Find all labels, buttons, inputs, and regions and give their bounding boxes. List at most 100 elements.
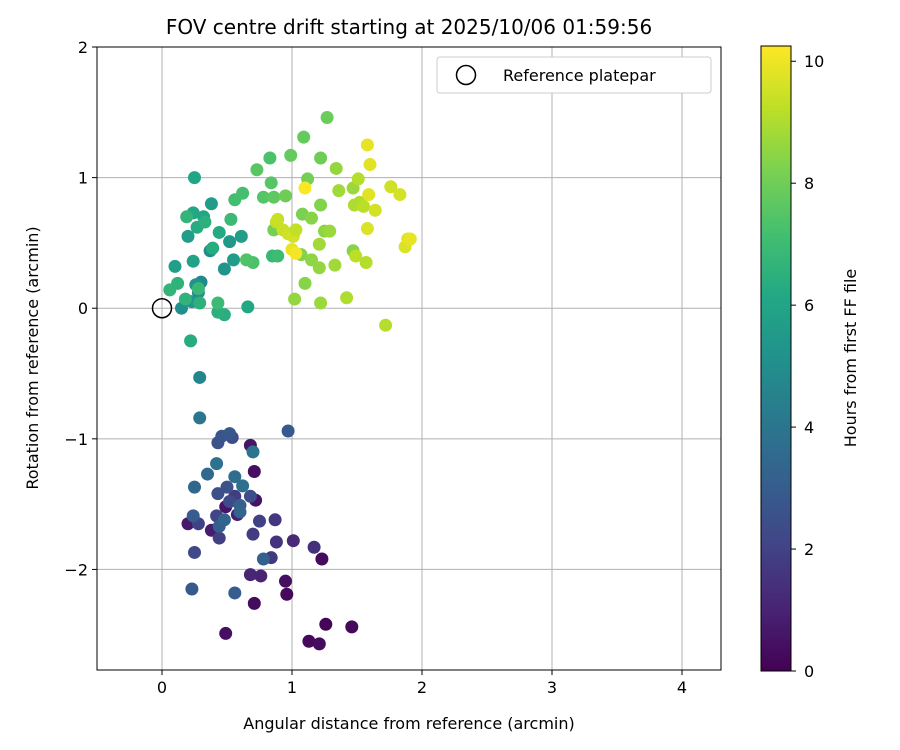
data-point bbox=[298, 276, 312, 290]
chart-title: FOV centre drift starting at 2025/10/06 … bbox=[166, 15, 652, 39]
data-point bbox=[286, 534, 300, 548]
data-point bbox=[184, 334, 198, 348]
data-point bbox=[212, 531, 226, 545]
data-point bbox=[328, 258, 342, 272]
data-point bbox=[363, 158, 377, 172]
data-point bbox=[269, 535, 283, 549]
colorbar-gradient bbox=[760, 45, 792, 672]
y-axis-ticks: −2 −1 0 1 2 bbox=[64, 38, 97, 579]
x-tick-label: 4 bbox=[677, 678, 687, 697]
colorbar-tick-label: 2 bbox=[804, 540, 814, 559]
data-point bbox=[211, 296, 225, 310]
data-point bbox=[268, 513, 282, 527]
data-point bbox=[360, 222, 374, 236]
data-point bbox=[224, 212, 238, 226]
data-point bbox=[384, 180, 398, 194]
data-point bbox=[314, 296, 328, 310]
legend-box bbox=[436, 56, 712, 94]
data-point bbox=[186, 509, 200, 523]
data-point bbox=[305, 211, 318, 225]
data-point bbox=[204, 197, 218, 211]
data-point bbox=[211, 305, 225, 319]
data-point bbox=[236, 479, 250, 493]
data-point bbox=[186, 254, 200, 268]
data-point bbox=[329, 161, 343, 175]
data-point bbox=[368, 203, 382, 217]
data-point bbox=[279, 189, 292, 203]
data-point bbox=[206, 241, 220, 255]
data-point bbox=[340, 291, 354, 305]
data-point bbox=[379, 318, 393, 332]
data-point bbox=[271, 212, 285, 226]
y-tick-label: 2 bbox=[78, 38, 88, 57]
data-point bbox=[312, 237, 326, 251]
data-point bbox=[281, 424, 295, 438]
legend-open-circle-icon bbox=[455, 64, 477, 86]
data-point bbox=[284, 148, 298, 162]
data-point bbox=[243, 489, 257, 503]
data-point bbox=[263, 151, 277, 165]
data-point bbox=[171, 276, 185, 290]
colorbar-tick-label: 8 bbox=[804, 174, 814, 193]
grid-lines bbox=[97, 46, 721, 670]
data-point bbox=[181, 229, 195, 243]
data-point bbox=[323, 224, 337, 238]
data-point bbox=[256, 190, 270, 204]
x-axis-ticks: 0 1 2 3 4 bbox=[157, 670, 687, 697]
data-point bbox=[193, 411, 207, 425]
data-point bbox=[314, 198, 328, 212]
data-point bbox=[219, 626, 233, 640]
data-point bbox=[236, 186, 250, 200]
data-point bbox=[271, 249, 285, 263]
data-point bbox=[220, 480, 234, 494]
data-point bbox=[180, 210, 194, 224]
data-point bbox=[307, 540, 321, 554]
colorbar-tick-label: 10 bbox=[804, 52, 824, 71]
data-point bbox=[332, 184, 346, 198]
data-point bbox=[250, 163, 264, 177]
data-point bbox=[280, 587, 294, 601]
x-axis-label: Angular distance from reference (arcmin) bbox=[243, 714, 574, 733]
data-point bbox=[212, 225, 226, 239]
data-point bbox=[351, 172, 365, 186]
data-point bbox=[223, 235, 237, 249]
data-point bbox=[315, 552, 329, 566]
data-point bbox=[279, 574, 292, 588]
data-point bbox=[210, 457, 224, 471]
reference-platepar-marker bbox=[151, 297, 173, 319]
y-tick-label: 1 bbox=[78, 169, 88, 188]
data-point bbox=[223, 495, 237, 509]
data-point bbox=[188, 545, 201, 559]
data-point bbox=[349, 249, 363, 263]
data-point bbox=[191, 282, 205, 296]
legend: Reference platepar bbox=[436, 56, 712, 94]
colorbar-ticks: 0 2 4 6 8 10 bbox=[791, 52, 824, 681]
data-point bbox=[247, 596, 261, 610]
data-point bbox=[264, 176, 278, 190]
data-point bbox=[193, 370, 207, 384]
data-point bbox=[288, 292, 302, 306]
data-point bbox=[320, 111, 334, 125]
data-point bbox=[241, 300, 255, 314]
data-point bbox=[393, 188, 407, 202]
data-point bbox=[217, 262, 231, 276]
data-point bbox=[217, 513, 231, 527]
data-point bbox=[188, 480, 201, 494]
data-point bbox=[314, 151, 328, 165]
data-point bbox=[403, 232, 417, 246]
data-point bbox=[302, 634, 316, 648]
data-point bbox=[312, 261, 326, 275]
data-point bbox=[188, 171, 201, 185]
y-tick-label: 0 bbox=[78, 299, 88, 318]
y-tick-label: −1 bbox=[64, 430, 88, 449]
data-point bbox=[289, 246, 303, 260]
data-point bbox=[319, 617, 333, 631]
data-point bbox=[297, 130, 311, 144]
x-tick-label: 1 bbox=[287, 678, 297, 697]
colorbar-tick-label: 6 bbox=[804, 296, 814, 315]
data-points bbox=[163, 111, 417, 651]
data-point bbox=[246, 527, 260, 541]
data-point bbox=[298, 181, 312, 195]
data-point bbox=[178, 292, 192, 306]
data-point bbox=[240, 253, 253, 267]
